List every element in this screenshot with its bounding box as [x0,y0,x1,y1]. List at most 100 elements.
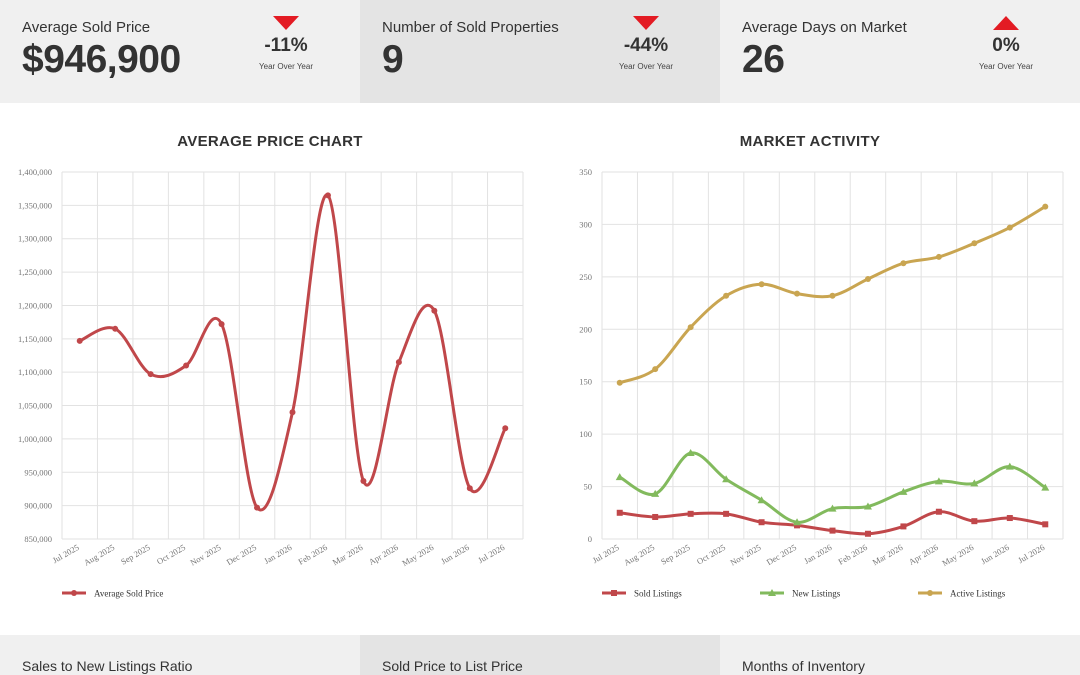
x-tick-label: Dec 2025 [765,542,798,567]
y-tick-label: 300 [579,219,592,229]
y-tick-label: 950,000 [24,467,52,477]
x-tick-label: Apr 2026 [907,542,940,567]
x-tick-label: Aug 2025 [622,542,656,568]
kpi-change-percent: 0% [992,35,1020,56]
x-tick-label: Jul 2026 [1016,542,1046,565]
data-point [723,510,730,517]
y-tick-label: 1,300,000 [18,234,52,244]
kpi-change: -11% Year Over Year [238,12,334,71]
data-point [900,523,907,530]
y-tick-label: 1,150,000 [18,334,52,344]
kpi-row: Average Sold Price $946,900 -11% Year Ov… [0,0,1080,103]
kpi-value: 9 [382,38,404,81]
data-point [1042,203,1049,210]
data-point [794,290,801,297]
down-arrow-icon [633,16,659,30]
x-tick-label: Oct 2025 [155,542,187,566]
legend-label: Active Listings [950,589,1006,599]
x-tick-label: May 2026 [400,542,435,568]
data-point [722,475,731,483]
bottom-card-label: Sold Price to List Price [382,658,523,674]
x-tick-label: May 2026 [940,542,975,568]
data-point [686,449,695,457]
y-tick-label: 150 [579,377,592,387]
x-tick-label: Apr 2026 [367,542,400,567]
y-tick-label: 1,400,000 [18,167,52,177]
data-point [616,379,623,386]
kpi-label: Average Sold Price [22,19,151,36]
kpi-change-caption: Year Over Year [979,62,1033,71]
x-tick-label: Jul 2025 [591,542,621,565]
legend-marker [927,590,933,596]
data-point [899,487,908,495]
x-tick-label: Sep 2025 [659,542,692,567]
data-point [935,253,942,260]
data-point [687,510,694,517]
y-tick-label: 100 [579,429,592,439]
y-tick-label: 1,100,000 [18,367,52,377]
data-point [395,359,402,366]
x-tick-label: Dec 2025 [225,542,258,567]
data-point [652,366,659,373]
x-tick-label: Feb 2026 [296,542,329,567]
kpi-change: -44% Year Over Year [598,12,694,71]
data-point [1005,462,1014,470]
data-point [651,489,660,497]
legend-label: Average Sold Price [94,589,163,599]
data-point [829,527,836,534]
data-point [971,518,978,525]
data-point [864,275,871,282]
x-tick-label: Nov 2025 [188,542,222,568]
data-point [466,485,473,492]
data-point [218,321,225,328]
y-tick-label: 1,000,000 [18,434,52,444]
data-point [793,518,802,526]
kpi-average-sold-price: Average Sold Price $946,900 -11% Year Ov… [0,0,360,103]
y-tick-label: 1,200,000 [18,300,52,310]
x-tick-label: Jul 2025 [51,542,81,565]
data-point [324,192,331,199]
y-tick-label: 1,050,000 [18,401,52,411]
legend-label: Sold Listings [634,589,682,599]
legend-label: New Listings [792,589,841,599]
x-tick-label: Oct 2025 [695,542,727,566]
data-point [757,496,766,504]
y-tick-label: 50 [584,482,593,492]
data-point [864,530,871,537]
data-point [1006,224,1013,231]
y-tick-label: 200 [579,324,592,334]
data-point [183,362,190,369]
x-tick-label: Aug 2025 [82,542,116,568]
kpi-label: Number of Sold Properties [382,19,559,36]
data-point [934,477,943,485]
x-tick-label: Mar 2026 [331,542,365,567]
y-tick-label: 0 [588,534,592,544]
data-point [76,337,83,344]
legend-marker [71,590,77,596]
x-tick-label: Mar 2026 [871,542,905,567]
data-point [971,240,978,247]
data-point [431,307,438,314]
x-tick-label: Nov 2025 [728,542,762,568]
kpi-value: 26 [742,38,785,81]
data-point [758,281,765,288]
data-point [935,508,942,515]
data-point [1041,483,1050,491]
x-tick-label: Jan 2026 [262,542,293,566]
kpi-value: $946,900 [22,38,181,81]
x-tick-label: Jan 2026 [802,542,833,566]
y-tick-label: 900,000 [24,501,52,511]
data-point [723,292,730,299]
x-tick-label: Sep 2025 [119,542,152,567]
data-point [794,522,801,529]
data-point [289,409,296,416]
y-tick-label: 1,350,000 [18,200,52,210]
series-line-average-sold-price [79,193,507,512]
kpi-change-percent: -44% [623,35,669,56]
data-point [1006,515,1013,522]
x-tick-label: Jun 2026 [979,542,1011,566]
data-point [1042,521,1049,528]
data-point [360,477,367,484]
data-point [970,479,979,487]
